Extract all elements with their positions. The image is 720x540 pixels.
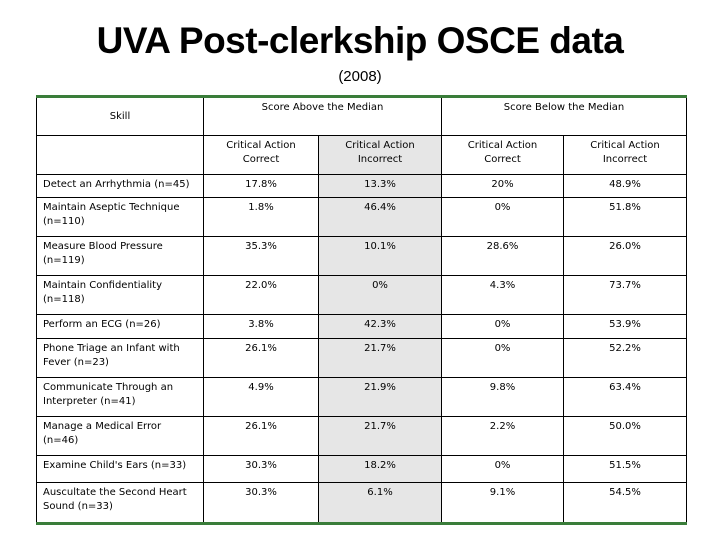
skill-header: Skill xyxy=(36,95,204,136)
empty-header-cell xyxy=(36,135,204,175)
above-incorrect-cell: 0% xyxy=(318,275,442,315)
above-incorrect-cell: 46.4% xyxy=(318,197,442,237)
table-row: Detect an Arrhythmia (n=45) 17.8% 13.3% 20%… xyxy=(36,174,688,198)
below-incorrect-cell: 50.0% xyxy=(562,416,688,456)
table-row: Manage a Medical Error (n=46) 26.1% 21.7% 2… xyxy=(36,416,688,456)
above-correct-cell: 3.8% xyxy=(203,314,319,339)
skill-cell: Phone Triage an Infant with Fever (n=23) xyxy=(36,338,204,378)
table-row: Maintain Aseptic Technique (n=110) 1.8% 46… xyxy=(36,197,688,237)
below-incorrect-cell: 51.5% xyxy=(562,455,688,483)
below-correct-cell: 0% xyxy=(441,314,564,339)
above-correct-cell: 30.3% xyxy=(203,482,319,525)
below-incorrect-cell: 52.2% xyxy=(562,338,688,378)
subheader-row: Critical Action Correct Critical Action … xyxy=(36,135,688,175)
skill-cell: Manage a Medical Error (n=46) xyxy=(36,416,204,456)
below-incorrect-cell: 26.0% xyxy=(562,236,688,276)
below-incorrect-cell: 53.9% xyxy=(562,314,688,339)
below-correct-cell: 9.8% xyxy=(441,377,564,417)
below-incorrect-cell: 63.4% xyxy=(562,377,688,417)
below-correct-cell: 0% xyxy=(441,197,564,237)
table-row: Measure Blood Pressure (n=119) 35.3% 10.1%… xyxy=(36,236,688,276)
above-incorrect-cell: 42.3% xyxy=(318,314,442,339)
above-correct-cell: 4.9% xyxy=(203,377,319,417)
skill-cell: Auscultate the Second Heart Sound (n=33) xyxy=(36,482,204,525)
above-incorrect-cell: 21.9% xyxy=(318,377,442,417)
skill-cell: Maintain Confidentiality (n=118) xyxy=(36,275,204,315)
above-correct-cell: 26.1% xyxy=(203,338,319,378)
skill-cell: Perform an ECG (n=26) xyxy=(36,314,204,339)
skill-cell: Measure Blood Pressure (n=119) xyxy=(36,236,204,276)
table-row: Perform an ECG (n=26) 3.8% 42.3% 0% 53.9% xyxy=(36,314,688,339)
below-incorrect-cell: 73.7% xyxy=(562,275,688,315)
above-incorrect-cell: 21.7% xyxy=(318,416,442,456)
above-incorrect-cell: 6.1% xyxy=(318,482,442,525)
table-row: Phone Triage an Infant with Fever (n=23)… xyxy=(36,338,688,378)
table-row: Auscultate the Second Heart Sound (n=33)… xyxy=(36,482,688,525)
skill-cell: Examine Child's Ears (n=33) xyxy=(36,455,204,483)
table-body: Detect an Arrhythmia (n=45) 17.8% 13.3% 20%… xyxy=(36,174,688,525)
above-correct-cell: 22.0% xyxy=(203,275,319,315)
above-correct-cell: 17.8% xyxy=(203,174,319,198)
group-header-below-median: Score Below the Median xyxy=(440,95,688,136)
below-correct-cell: 0% xyxy=(441,338,564,378)
below-incorrect-cell: 54.5% xyxy=(562,482,688,525)
osce-data-table: Skill Score Above the Median Score Below… xyxy=(36,95,688,525)
table-row: Examine Child's Ears (n=33) 30.3% 18.2% 0% 5… xyxy=(36,455,688,483)
below-correct-cell: 28.6% xyxy=(441,236,564,276)
below-incorrect-cell: 48.9% xyxy=(562,174,688,198)
subheader-below-incorrect: Critical Action Incorrect xyxy=(562,135,688,175)
above-correct-cell: 35.3% xyxy=(203,236,319,276)
page-title: UVA Post-clerkship OSCE data xyxy=(96,20,624,61)
above-incorrect-cell: 18.2% xyxy=(318,455,442,483)
below-correct-cell: 2.2% xyxy=(441,416,564,456)
table-row: Communicate Through an Interpreter (n=41… xyxy=(36,377,688,417)
subheader-below-correct: Critical Action Correct xyxy=(441,135,564,175)
above-correct-cell: 30.3% xyxy=(203,455,319,483)
below-correct-cell: 20% xyxy=(441,174,564,198)
below-correct-cell: 4.3% xyxy=(441,275,564,315)
group-header-row: Skill Score Above the Median Score Below… xyxy=(36,95,688,136)
above-correct-cell: 1.8% xyxy=(203,197,319,237)
above-incorrect-cell: 10.1% xyxy=(318,236,442,276)
above-incorrect-cell: 21.7% xyxy=(318,338,442,378)
skill-cell: Maintain Aseptic Technique (n=110) xyxy=(36,197,204,237)
below-incorrect-cell: 51.8% xyxy=(562,197,688,237)
subheader-above-correct: Critical Action Correct xyxy=(203,135,319,175)
page-subtitle: (2008) xyxy=(338,68,382,85)
table-row: Maintain Confidentiality (n=118) 22.0% 0% 4… xyxy=(36,275,688,315)
group-header-above-median: Score Above the Median xyxy=(203,95,442,136)
above-incorrect-cell: 13.3% xyxy=(318,174,442,198)
below-correct-cell: 9.1% xyxy=(441,482,564,525)
below-correct-cell: 0% xyxy=(441,455,564,483)
skill-cell: Communicate Through an Interpreter (n=41… xyxy=(36,377,204,417)
above-correct-cell: 26.1% xyxy=(203,416,319,456)
subheader-above-incorrect: Critical Action Incorrect xyxy=(318,135,442,175)
skill-cell: Detect an Arrhythmia (n=45) xyxy=(36,174,204,198)
